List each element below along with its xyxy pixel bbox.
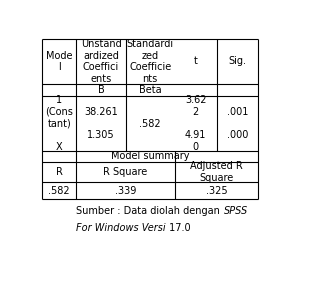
Text: 38.261

1.305: 38.261 1.305 bbox=[84, 107, 118, 140]
Text: .001

.000: .001 .000 bbox=[227, 107, 248, 140]
Text: t: t bbox=[194, 56, 197, 66]
Text: Unstand
ardized
Coeffici
ents: Unstand ardized Coeffici ents bbox=[81, 39, 121, 84]
Text: Sumber : Data diolah dengan: Sumber : Data diolah dengan bbox=[76, 206, 223, 216]
Text: .325: .325 bbox=[206, 186, 227, 196]
Text: Beta: Beta bbox=[139, 85, 161, 95]
Text: Adjusted R
Square: Adjusted R Square bbox=[190, 161, 243, 183]
Text: 17.0: 17.0 bbox=[166, 223, 191, 233]
Text: .582: .582 bbox=[139, 118, 161, 129]
Text: Model summary: Model summary bbox=[111, 151, 190, 161]
Text: R Square: R Square bbox=[103, 167, 148, 177]
Text: Mode
l: Mode l bbox=[46, 51, 73, 72]
Text: 1
(Cons
tant)

X: 1 (Cons tant) X bbox=[45, 95, 73, 152]
Text: .339: .339 bbox=[115, 186, 136, 196]
Text: SPSS: SPSS bbox=[223, 206, 248, 216]
Text: Standardi
zed
Coefficie
nts: Standardi zed Coefficie nts bbox=[126, 39, 174, 84]
Text: Sig.: Sig. bbox=[228, 56, 246, 66]
Text: 3.62
2

4.91
0: 3.62 2 4.91 0 bbox=[185, 95, 206, 152]
Text: For Windows Versi: For Windows Versi bbox=[76, 223, 166, 233]
Text: B: B bbox=[98, 85, 104, 95]
Text: R: R bbox=[56, 167, 63, 177]
Text: .582: .582 bbox=[49, 186, 70, 196]
